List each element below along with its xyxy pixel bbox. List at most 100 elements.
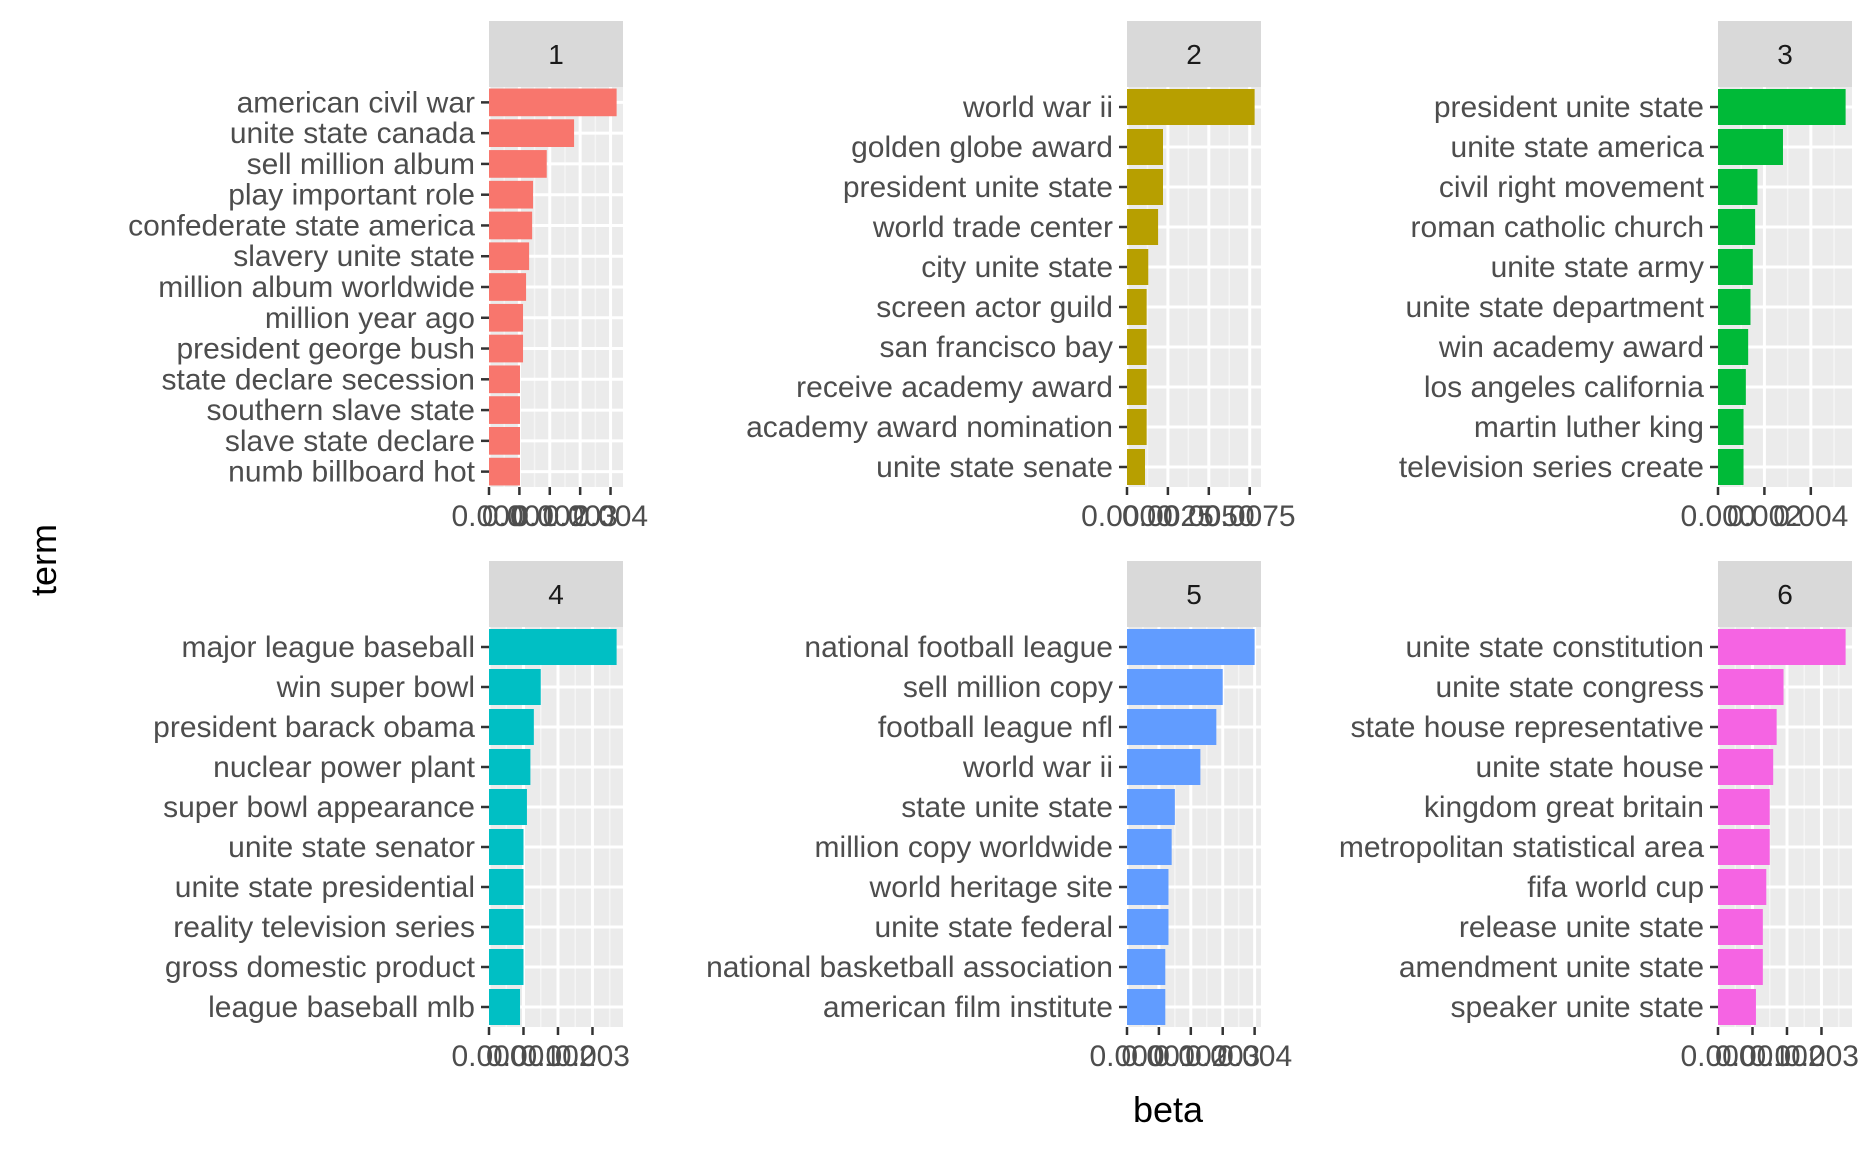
bar <box>489 365 520 394</box>
term-label: national basketball association <box>706 951 1113 984</box>
term-label: unite state federal <box>875 911 1114 944</box>
x-tick-label: 0.002 <box>1153 1040 1228 1073</box>
term-label: amendment unite state <box>1399 951 1704 984</box>
bar <box>1127 249 1149 285</box>
term-label: million album worldwide <box>158 271 475 304</box>
bar <box>489 709 534 745</box>
term-label: television series create <box>1399 451 1704 484</box>
bar <box>1718 129 1783 165</box>
bar <box>1127 709 1217 745</box>
facet-strip-label: 2 <box>1186 39 1202 70</box>
term-label: speaker unite state <box>1451 991 1705 1024</box>
term-label: million year ago <box>265 302 475 335</box>
bar <box>1127 749 1201 785</box>
bar <box>1718 869 1767 905</box>
facet-strip <box>1127 561 1261 627</box>
x-tick-label: 0.001 <box>1715 1040 1790 1073</box>
term-label: reality television series <box>173 911 475 944</box>
term-label: major league baseball <box>181 631 475 664</box>
term-label: release unite state <box>1459 911 1704 944</box>
x-tick-label: 0.003 <box>543 500 618 533</box>
bar <box>489 88 617 117</box>
term-label: football league nfl <box>878 711 1113 744</box>
facet-panel-6: 6 unite state constitution unite state con… <box>1339 561 1859 1073</box>
bar <box>489 180 534 209</box>
facet-strip-label: 3 <box>1777 39 1793 70</box>
term-label: confederate state america <box>128 209 475 242</box>
term-label: numb billboard hot <box>228 456 475 489</box>
term-label: million copy worldwide <box>815 831 1113 864</box>
term-label: slavery unite state <box>233 240 475 273</box>
bar <box>1127 449 1145 485</box>
bar <box>1127 829 1172 865</box>
term-label: president barack obama <box>153 711 475 744</box>
term-label: receive academy award <box>796 371 1113 404</box>
term-label: fifa world cup <box>1527 871 1704 904</box>
x-tick-label: 0.003 <box>1185 1040 1260 1073</box>
bar <box>489 273 527 301</box>
term-label: sell million copy <box>903 671 1113 704</box>
term-label: nuclear power plant <box>213 751 475 784</box>
bar <box>1127 209 1159 245</box>
bar <box>1127 289 1147 325</box>
bar <box>1127 869 1169 905</box>
term-label: league baseball mlb <box>208 991 475 1024</box>
x-tick-label: 0.002 <box>1727 500 1802 533</box>
term-label: unite state america <box>1451 131 1705 164</box>
bar <box>1718 369 1746 405</box>
bar <box>1718 789 1770 825</box>
term-label: world heritage site <box>869 871 1113 904</box>
bar <box>489 396 520 424</box>
term-label: civil right movement <box>1439 171 1705 204</box>
bar <box>1127 989 1166 1025</box>
term-label: play important role <box>228 179 475 212</box>
term-label: unite state senator <box>228 831 475 864</box>
term-label: los angeles california <box>1424 371 1704 404</box>
term-label: state unite state <box>901 791 1113 824</box>
x-tick-label: 0.001 <box>482 500 557 533</box>
bar <box>489 334 524 363</box>
x-tick-label: 0.000 <box>1680 500 1755 533</box>
term-label: southern slave state <box>207 394 476 427</box>
term-label: unite state house <box>1475 751 1704 784</box>
bar <box>489 211 533 240</box>
bar <box>1718 449 1744 485</box>
bar <box>489 949 524 985</box>
facet-strip-label: 6 <box>1777 579 1793 610</box>
bar <box>1718 169 1758 205</box>
bar <box>489 749 531 785</box>
term-label: gross domestic product <box>165 951 476 984</box>
bar <box>1127 789 1175 825</box>
y-axis-title: term <box>23 524 64 596</box>
facet-strip <box>1718 561 1852 627</box>
term-label: american civil war <box>237 86 475 119</box>
term-label: sell million album <box>247 148 475 181</box>
bar <box>489 869 524 905</box>
bar <box>489 989 521 1025</box>
term-label: metropolitan statistical area <box>1339 831 1704 864</box>
term-label: city unite state <box>921 251 1113 284</box>
bar <box>489 242 530 271</box>
x-tick-label: 0.003 <box>1784 1040 1859 1073</box>
term-label: academy award nomination <box>746 411 1113 444</box>
facet-panel-3: 3 president unite state unite state americ… <box>1399 21 1852 533</box>
bar <box>489 427 520 455</box>
x-tick-label: 0.001 <box>486 1040 561 1073</box>
x-tick-label: 0.003 <box>555 1040 630 1073</box>
term-label: world war ii <box>962 751 1113 784</box>
x-tick-label: 0.004 <box>573 500 648 533</box>
x-axis-title: beta <box>1133 1089 1204 1130</box>
bar <box>1127 409 1147 445</box>
bar <box>489 457 520 486</box>
facet-strip-label: 4 <box>548 579 564 610</box>
bar <box>1127 129 1163 165</box>
bar <box>1718 989 1756 1025</box>
term-label: american film institute <box>823 991 1113 1024</box>
facet-strip <box>489 561 623 627</box>
x-tick-label: 0.0050 <box>1163 500 1255 533</box>
x-tick-label: 0.001 <box>1121 1040 1196 1073</box>
term-label: screen actor guild <box>876 291 1113 324</box>
x-tick-label: 0.0075 <box>1204 500 1296 533</box>
facet-panel-2: 2 world war ii golden globe award president… <box>746 21 1296 533</box>
